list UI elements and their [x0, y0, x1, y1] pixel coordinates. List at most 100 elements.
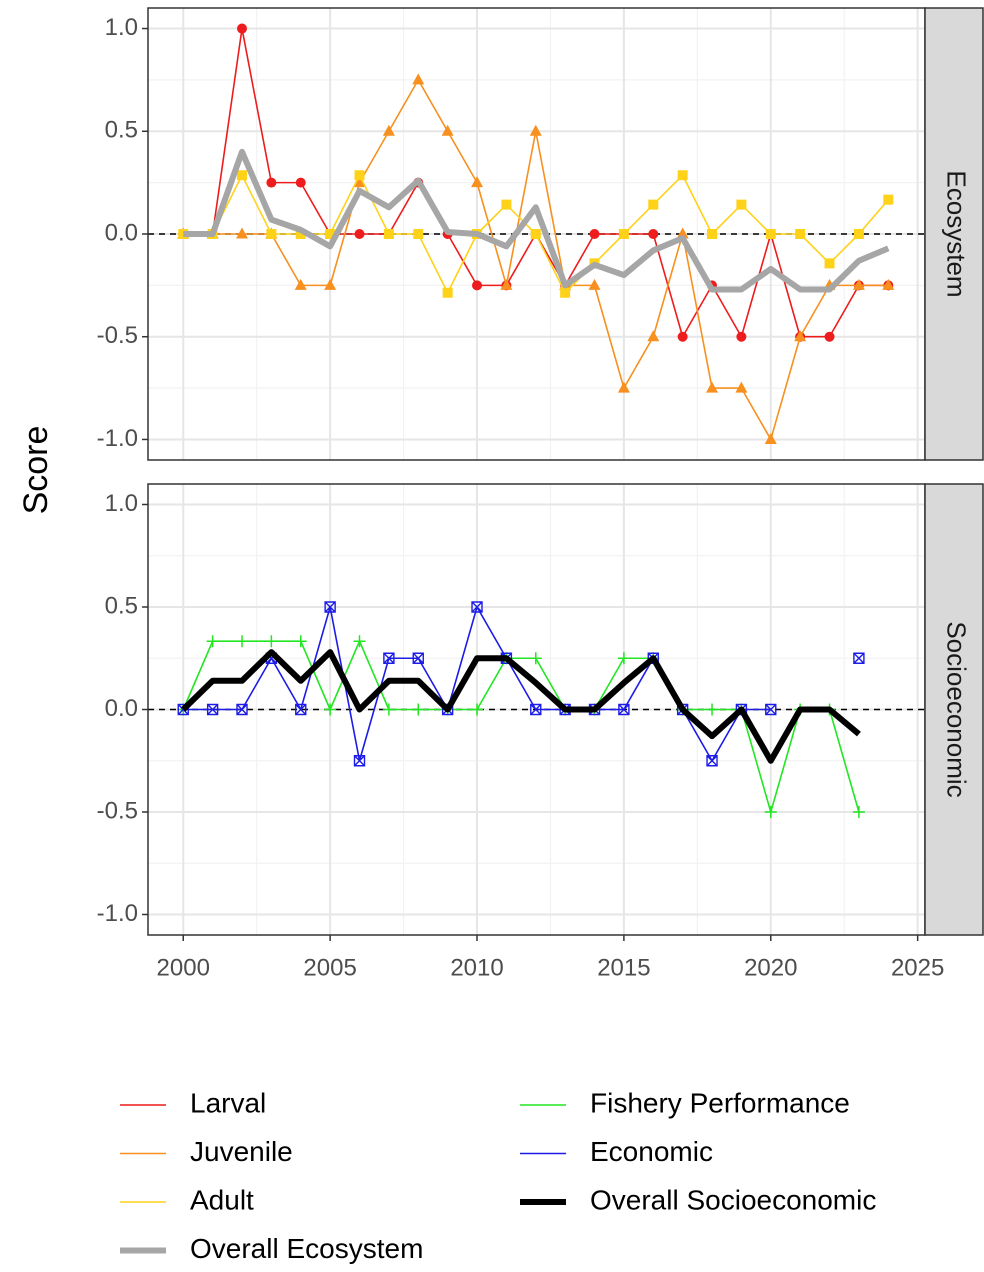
marker: [706, 755, 718, 767]
marker: [412, 652, 424, 664]
marker: [618, 703, 630, 716]
marker: [295, 703, 307, 716]
marker: [382, 124, 395, 136]
x-tick-label: 2020: [744, 954, 797, 981]
marker: [354, 170, 365, 181]
y-tick-label: 0.0: [105, 219, 138, 246]
marker: [824, 258, 835, 269]
legend-item: Overall Socioeconomic: [520, 1184, 876, 1215]
legend-item: Larval: [120, 1087, 266, 1118]
marker: [795, 229, 806, 239]
x-tick-label: 2025: [891, 954, 944, 981]
marker: [764, 806, 777, 818]
marker: [530, 703, 542, 716]
marker: [765, 703, 777, 716]
y-tick-label: 1.0: [105, 14, 138, 41]
marker: [236, 703, 248, 716]
marker: [706, 703, 719, 716]
marker: [471, 176, 484, 188]
y-tick-label: 0.5: [105, 592, 138, 619]
marker: [882, 278, 895, 290]
y-axis-title: Score: [17, 426, 55, 515]
marker: [294, 635, 307, 648]
marker: [324, 703, 337, 716]
legend-label: Larval: [190, 1087, 266, 1118]
marker: [383, 652, 395, 664]
y-tick-label: 1.0: [105, 490, 138, 517]
series: [183, 148, 890, 293]
marker: [324, 601, 336, 613]
marker: [500, 278, 513, 290]
marker: [265, 635, 278, 648]
marker: [852, 278, 865, 290]
marker: [530, 229, 541, 239]
marker: [529, 652, 542, 665]
marker: [676, 227, 689, 239]
marker: [442, 287, 453, 298]
marker: [382, 703, 395, 716]
marker: [529, 124, 542, 136]
marker: [735, 381, 748, 393]
marker: [764, 432, 777, 444]
legend-item: Fishery Performance: [520, 1087, 850, 1118]
marker: [353, 635, 366, 648]
legend-label: Overall Ecosystem: [190, 1233, 423, 1264]
x-tick-label: 2000: [157, 954, 210, 981]
legend-item: Juvenile: [120, 1136, 293, 1167]
legend-label: Economic: [590, 1136, 713, 1167]
marker: [266, 229, 277, 239]
y-tick-label: -0.5: [97, 797, 138, 824]
series-line: [183, 148, 890, 293]
series: [181, 649, 861, 764]
marker: [325, 229, 336, 239]
y-tick-label: -0.5: [97, 322, 138, 349]
legend-label: Overall Socioeconomic: [590, 1184, 876, 1215]
marker: [236, 635, 249, 648]
marker: [237, 170, 248, 181]
marker: [441, 124, 454, 136]
strip-label: Ecosystem: [942, 170, 972, 297]
marker: [736, 331, 747, 342]
marker: [472, 280, 483, 291]
marker: [412, 703, 425, 716]
marker: [647, 330, 660, 342]
marker: [471, 703, 484, 716]
x-tick-label: 2015: [597, 954, 650, 981]
marker: [295, 229, 306, 239]
y-tick-label: -1.0: [97, 425, 138, 452]
marker: [706, 381, 719, 393]
marker: [237, 23, 248, 34]
marker: [206, 635, 219, 648]
marker: [648, 199, 659, 210]
legend-item: Overall Ecosystem: [120, 1233, 423, 1264]
marker: [295, 177, 306, 188]
legend-label: Juvenile: [190, 1136, 293, 1167]
marker: [765, 229, 776, 239]
x-tick-label: 2010: [450, 954, 503, 981]
strip: [924, 483, 984, 936]
x-tick-label: 2005: [303, 954, 356, 981]
legend-label: Fishery Performance: [590, 1087, 850, 1118]
marker: [648, 229, 659, 239]
marker: [853, 229, 864, 239]
strip: [924, 7, 984, 461]
marker: [501, 199, 512, 210]
series-line: [181, 649, 861, 764]
legend-item: Adult: [120, 1184, 254, 1215]
marker: [471, 601, 483, 613]
marker: [852, 806, 865, 818]
legend-item: Economic: [520, 1136, 713, 1167]
marker: [353, 755, 366, 767]
marker: [588, 278, 601, 290]
marker: [824, 331, 835, 342]
marker: [707, 229, 718, 239]
marker: [560, 287, 571, 298]
marker: [413, 229, 424, 239]
strip-label: Socioeconomic: [942, 621, 972, 797]
y-tick-label: -1.0: [97, 900, 138, 927]
marker: [354, 229, 365, 239]
marker: [412, 73, 425, 85]
marker: [618, 229, 629, 239]
y-tick-label: 0.0: [105, 695, 138, 722]
legend-label: Adult: [190, 1184, 254, 1215]
